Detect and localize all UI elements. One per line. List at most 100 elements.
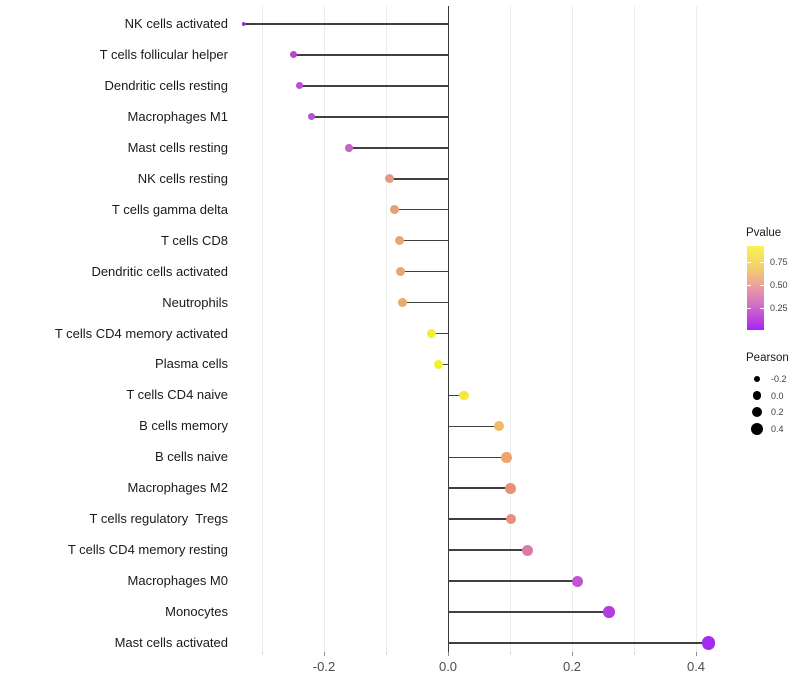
gridline (634, 6, 635, 652)
lollipop-dot (505, 483, 516, 494)
pvalue-tick-dash (760, 308, 764, 310)
lollipop-stem (448, 580, 578, 582)
lollipop-stem (293, 54, 448, 56)
lollipop-dot (572, 575, 584, 587)
lollipop-dot (501, 452, 512, 463)
category-label: B cells memory (139, 418, 228, 434)
lollipop-dot (397, 298, 407, 308)
x-tick-mark (448, 652, 449, 656)
lollipop-stem (448, 642, 709, 644)
category-label: Dendritic cells activated (91, 263, 228, 279)
category-label: Monocytes (165, 604, 228, 620)
lollipop-dot (384, 174, 394, 184)
category-label: T cells CD8 (161, 232, 228, 248)
lollipop-dot (308, 113, 316, 121)
lollipop-dot (389, 205, 399, 215)
lollipop-stem (448, 425, 500, 428)
gridline (696, 6, 697, 652)
x-tick-label: 0.0 (438, 659, 458, 674)
x-tick-minor (510, 652, 511, 655)
category-label: Mast cells activated (114, 635, 228, 650)
pearson-size-dot (752, 407, 762, 418)
pvalue-tick-dash (747, 261, 751, 263)
lollipop-dot (395, 267, 405, 277)
pearson-legend-title: Pearson (746, 352, 789, 364)
gridline (572, 6, 573, 652)
gridline (386, 6, 387, 652)
gridline (510, 6, 511, 652)
pvalue-tick-label: 0.75 (770, 256, 788, 267)
category-label: Mast cells resting (127, 139, 228, 155)
lollipop-stem (243, 23, 448, 25)
pearson-size-label: 0.2 (771, 407, 784, 418)
category-label: T cells CD4 memory resting (67, 542, 228, 558)
lollipop-dot (241, 22, 246, 26)
lollipop-stem (299, 85, 448, 87)
lollipop-stem (448, 518, 512, 520)
lollipop-stem (448, 487, 511, 490)
pearson-size-dot (753, 375, 761, 383)
pearson-size-dot (751, 422, 763, 435)
lollipop-stem (448, 394, 465, 397)
lollipop-dot (603, 606, 615, 618)
x-tick-minor (262, 652, 263, 655)
lollipop-dot (426, 329, 436, 338)
lollipop-stem (311, 116, 448, 118)
lollipop-dot (505, 513, 517, 525)
category-label: T cells CD4 naive (126, 387, 228, 403)
gridline (324, 6, 325, 652)
lollipop-dot (701, 636, 716, 650)
pvalue-tick-dash (747, 285, 751, 287)
x-tick-minor (634, 652, 635, 655)
lollipop-stem (399, 239, 448, 242)
lollipop-stem (394, 208, 448, 211)
pearson-size-dot (752, 391, 762, 400)
x-tick-label: 0.4 (686, 659, 706, 674)
lollipop-dot (521, 544, 533, 556)
pvalue-tick-label: 0.50 (770, 280, 788, 291)
zero-line (448, 6, 450, 652)
lollipop-dot (295, 82, 303, 90)
lollipop-stem (431, 332, 448, 335)
lollipop-dot (459, 390, 469, 401)
pvalue-tick-dash (760, 285, 764, 287)
x-tick-minor (386, 652, 387, 655)
lollipop-dot (433, 359, 444, 370)
category-label: T cells regulatory Tregs (89, 511, 228, 527)
category-label: NK cells resting (137, 170, 228, 186)
category-label: Plasma cells (155, 356, 228, 372)
pvalue-tick-label: 0.25 (770, 303, 788, 314)
x-tick-mark (696, 652, 697, 656)
pvalue-tick-dash (760, 261, 764, 263)
category-label: T cells follicular helper (99, 46, 228, 62)
category-label: Macrophages M2 (127, 480, 228, 496)
category-label: T cells gamma delta (111, 201, 228, 217)
category-label: Macrophages M1 (127, 108, 228, 124)
pvalue-legend-title: Pvalue (746, 227, 782, 239)
category-label: NK cells activated (124, 16, 228, 31)
pearson-size-label: 0.0 (771, 390, 784, 401)
lollipop-stem (448, 549, 528, 551)
category-label: B cells naive (155, 449, 228, 465)
x-tick-label: 0.2 (562, 659, 582, 674)
pvalue-colorbar (747, 246, 764, 330)
lollipop-stem (438, 363, 448, 366)
lollipop-dot (345, 144, 353, 152)
category-label: Neutrophils (162, 294, 228, 310)
gridline (262, 6, 263, 652)
pearson-size-label: -0.2 (771, 374, 787, 384)
x-tick-mark (572, 652, 573, 656)
lollipop-stem (448, 456, 507, 459)
x-tick-mark (324, 652, 325, 656)
category-label: T cells CD4 memory activated (54, 325, 228, 341)
pvalue-tick-dash (747, 308, 751, 310)
lollipop-dot (494, 421, 505, 432)
lollipop-stem (402, 301, 448, 304)
lollipop-dot (395, 236, 405, 246)
lollipop-stem (400, 270, 448, 273)
pearson-size-label: 0.4 (771, 423, 784, 434)
lollipop-dot (289, 51, 297, 59)
lollipop-stem (389, 177, 448, 180)
x-tick-label: -0.2 (312, 659, 336, 674)
